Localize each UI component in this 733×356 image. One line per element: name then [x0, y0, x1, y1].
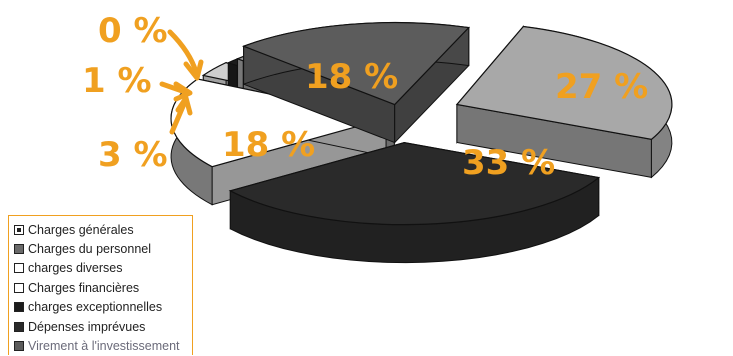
legend-item: Dépenses imprévues [14, 317, 192, 336]
legend-label: charges diverses [28, 261, 123, 275]
legend-item: Charges du personnel [14, 239, 192, 258]
legend-item: Virement à l'investissement [14, 336, 192, 355]
value-label-3: 3 % [98, 135, 168, 175]
value-label-4: 1 % [82, 61, 152, 101]
legend-swatch [14, 302, 24, 312]
value-label-6: 18 % [305, 57, 398, 97]
legend-item: charges exceptionnelles [14, 298, 192, 317]
legend-label: Charges du personnel [28, 242, 151, 256]
legend-swatch [14, 263, 24, 273]
legend-swatch [14, 341, 24, 351]
legend-label: Charges financières [28, 281, 139, 295]
legend-swatch [14, 225, 24, 235]
chart-legend: Charges générales Charges du personnel cha… [8, 215, 193, 355]
arrow-0-pct [170, 32, 196, 72]
value-label-2: 18 % [222, 125, 315, 165]
legend-label: charges exceptionnelles [28, 300, 162, 314]
legend-item: charges diverses [14, 259, 192, 278]
legend-label: Virement à l'investissement [28, 339, 180, 353]
legend-item: Charges financières [14, 278, 192, 297]
legend-label: Dépenses imprévues [28, 320, 145, 334]
value-label-5: 0 % [98, 11, 168, 51]
legend-swatch [14, 244, 24, 254]
legend-swatch [14, 322, 24, 332]
legend-item: Charges générales [14, 220, 192, 239]
legend-label: Charges générales [28, 223, 134, 237]
legend-swatch [14, 283, 24, 293]
value-label-0: 27 % [555, 67, 648, 107]
value-label-1: 33 % [462, 143, 555, 183]
